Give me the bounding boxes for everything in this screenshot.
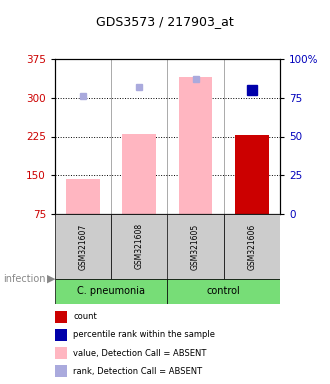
Bar [55, 329, 67, 341]
Bar [168, 214, 224, 279]
Bar [55, 279, 168, 304]
Text: ▶: ▶ [47, 274, 55, 284]
Bar [235, 135, 269, 214]
Text: value, Detection Call = ABSENT: value, Detection Call = ABSENT [73, 349, 206, 358]
Text: percentile rank within the sample: percentile rank within the sample [73, 331, 215, 339]
Text: GSM321605: GSM321605 [191, 223, 200, 270]
Bar [168, 279, 280, 304]
Bar [55, 214, 111, 279]
Bar [55, 365, 67, 377]
Text: GSM321606: GSM321606 [248, 223, 256, 270]
Text: rank, Detection Call = ABSENT: rank, Detection Call = ABSENT [73, 367, 202, 376]
Text: GSM321607: GSM321607 [79, 223, 88, 270]
Text: control: control [207, 286, 241, 296]
Text: GSM321608: GSM321608 [135, 223, 144, 270]
Bar [111, 214, 168, 279]
Bar [66, 179, 100, 214]
Bar [55, 347, 67, 359]
Bar [122, 134, 156, 214]
Bar [224, 214, 280, 279]
Text: infection: infection [3, 274, 46, 284]
Text: GDS3573 / 217903_at: GDS3573 / 217903_at [96, 15, 234, 28]
Bar [55, 311, 67, 323]
Text: C. pneumonia: C. pneumonia [77, 286, 145, 296]
Bar [179, 77, 213, 214]
Text: count: count [73, 312, 97, 321]
